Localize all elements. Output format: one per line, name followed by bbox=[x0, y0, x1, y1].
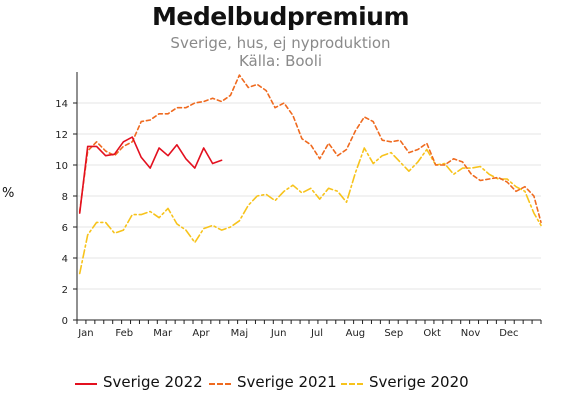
y-tick-label: 12 bbox=[55, 130, 68, 141]
y-tick-label: 8 bbox=[62, 192, 68, 203]
x-tick-label: Jul bbox=[310, 328, 323, 339]
chart-source: Källa: Booli bbox=[238, 52, 323, 70]
legend-swatch-2020 bbox=[341, 383, 363, 385]
x-tick-label: Feb bbox=[115, 328, 133, 339]
x-tick-label: Jan bbox=[77, 328, 93, 339]
x-tick-label: Maj bbox=[231, 328, 249, 339]
legend-label-2021: Sverige 2021 bbox=[237, 373, 337, 391]
legend-label-2022: Sverige 2022 bbox=[103, 373, 203, 391]
x-tick-label: Aug bbox=[346, 328, 366, 339]
series-line-sverige-2022 bbox=[78, 136, 223, 214]
y-tick-label: 6 bbox=[62, 223, 68, 234]
y-tick-label: 0 bbox=[62, 316, 68, 327]
x-tick-label: Dec bbox=[499, 328, 518, 339]
chart-title: Medelbudpremium bbox=[152, 2, 410, 31]
series-line-sverige-2021 bbox=[78, 74, 542, 224]
legend: Sverige 2022 Sverige 2021 Sverige 2020 bbox=[0, 372, 561, 396]
x-tick-label: Mar bbox=[153, 328, 173, 339]
y-tick-label: 4 bbox=[62, 254, 68, 265]
series-line-sverige-2020 bbox=[78, 147, 542, 275]
x-tick-label: Okt bbox=[423, 328, 441, 339]
chart-subtitle: Sverige, hus, ej nyproduktion bbox=[170, 34, 391, 52]
x-tick-label: Apr bbox=[192, 328, 210, 339]
legend-label-2020: Sverige 2020 bbox=[369, 373, 469, 391]
x-tick-label: Nov bbox=[461, 328, 481, 339]
legend-swatch-2022 bbox=[75, 383, 97, 385]
y-tick-label: 10 bbox=[55, 161, 68, 172]
x-tick-label: Jun bbox=[270, 328, 287, 339]
x-tick-label: Sep bbox=[384, 328, 403, 339]
y-tick-label: 2 bbox=[62, 285, 68, 296]
y-axis-label: % bbox=[2, 186, 15, 201]
y-tick-label: 14 bbox=[55, 99, 68, 110]
legend-swatch-2021 bbox=[209, 383, 231, 385]
